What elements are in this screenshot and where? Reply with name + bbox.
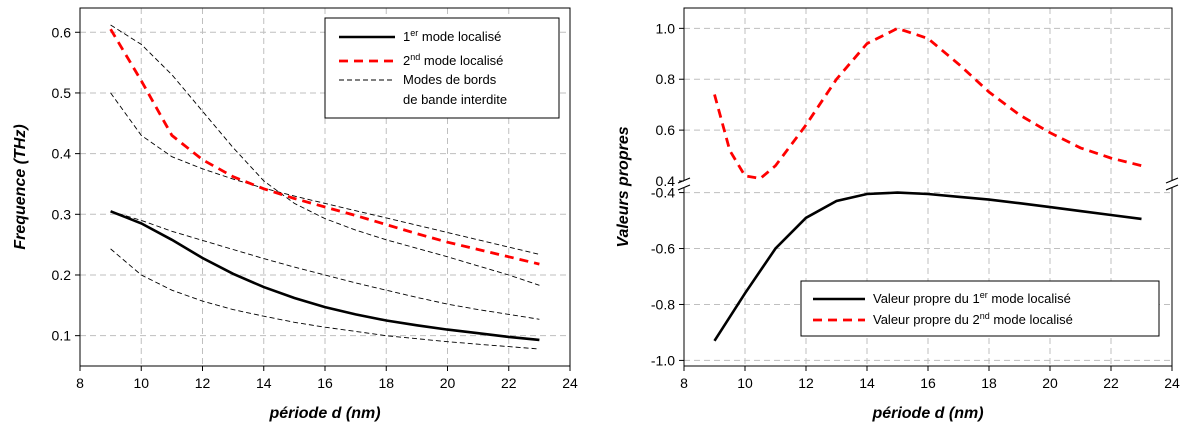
legend-label-3: Modes de bords	[403, 72, 497, 87]
legend-label-2-text2: mode localisé	[990, 312, 1073, 327]
x-tick-label: 20	[1042, 375, 1058, 391]
legend-label-1-sup: er	[410, 28, 418, 38]
x-tick-label: 18	[981, 375, 997, 391]
legend-box	[324, 17, 560, 119]
legend-label-1-text2: mode localisé	[988, 291, 1071, 306]
x-tick-label: 22	[501, 375, 517, 391]
legend-box	[800, 280, 1160, 337]
y-tick-label: -0.6	[651, 241, 675, 257]
axis-break-mark	[1165, 177, 1179, 184]
legend-label-2-sup: nd	[410, 52, 420, 62]
legend-label-3-line2: de bande interdite	[403, 92, 507, 107]
y-tick-label: -0.4	[651, 185, 675, 201]
legend-label-2: Valeur propre du 2nd mode localisé	[873, 311, 1073, 327]
series-line-6	[110, 248, 540, 350]
x-tick-label: 8	[680, 375, 688, 391]
x-axis-label: période d (nm)	[871, 405, 983, 422]
y-tick-label: -1.0	[651, 352, 675, 368]
y-tick-label: 0.6	[52, 24, 72, 40]
series-line-3	[110, 24, 540, 286]
x-tick-label: 18	[378, 375, 394, 391]
series-line-5	[110, 210, 540, 320]
eigenvalues-chart: 8 10 12 14 16 18 20 22 24 0.4 0.6 0.8 1.0 -0.4 -0.6 -0.…	[615, 7, 1180, 422]
y-tick-label: 0.2	[52, 267, 72, 283]
y-tick-label: 0.1	[52, 328, 72, 344]
frequency-chart: 8 10 12 14 16 18 20 22 240.10.20.30.40.50.6pério…	[12, 7, 578, 422]
legend: Valeur propre du 1er mode localiséValeur…	[800, 280, 1160, 337]
x-tick-label: 16	[317, 375, 333, 391]
series-line-1	[713, 191, 1142, 342]
y-tick-label: 0.4	[656, 173, 676, 189]
legend-label-1: 1er mode localisé	[403, 28, 501, 44]
y-axis-label: Valeurs propres	[615, 126, 632, 247]
y-tick-label: 0.4	[52, 146, 72, 162]
legend-label-2-text: Valeur propre du 2	[873, 312, 980, 327]
x-tick-label: 22	[1103, 375, 1119, 391]
x-tick-label: 14	[859, 375, 875, 391]
legend-label-2-sup: nd	[980, 311, 990, 321]
x-tick-label: 12	[195, 375, 211, 391]
legend-label-2-text: 2	[403, 53, 410, 68]
y-tick-label: 0.6	[656, 122, 676, 138]
series-line-4	[110, 92, 540, 255]
legend-label-1: Valeur propre du 1er mode localisé	[873, 290, 1071, 306]
y-tick-label: 0.5	[52, 85, 72, 101]
x-axis-label: période d (nm)	[268, 405, 380, 422]
y-tick-label: 1.0	[656, 20, 676, 36]
series-line-2	[713, 26, 1142, 180]
legend-label-3-text: Modes de bords	[403, 72, 497, 87]
series-line-2	[109, 28, 540, 266]
axis-break-mark	[677, 184, 691, 191]
legend-label-1-sup: er	[980, 290, 988, 300]
series-line-1	[110, 210, 540, 342]
y-tick-label: -0.8	[651, 296, 675, 312]
x-tick-label: 14	[256, 375, 272, 391]
x-tick-label: 24	[1164, 375, 1180, 391]
x-tick-label: 12	[798, 375, 814, 391]
legend-label-2: 2nd mode localisé	[403, 52, 503, 68]
legend-label-2-text2: mode localisé	[420, 53, 503, 68]
y-tick-label: 0.8	[656, 71, 676, 87]
y-axis-label: Frequence (THz)	[12, 124, 29, 249]
x-tick-label: 24	[562, 375, 578, 391]
legend-label-1-text: Valeur propre du 1	[873, 291, 980, 306]
axis-break-mark	[1165, 184, 1179, 191]
legend-label-1-text2: mode localisé	[418, 29, 501, 44]
x-tick-label: 16	[920, 375, 936, 391]
x-tick-label: 8	[76, 375, 84, 391]
x-tick-label: 10	[737, 375, 753, 391]
x-tick-label: 20	[440, 375, 456, 391]
x-tick-label: 10	[133, 375, 149, 391]
y-tick-label: 0.3	[52, 206, 72, 222]
plot-frame-upper	[683, 7, 1173, 181]
legend-label-1-text: 1	[403, 29, 410, 44]
